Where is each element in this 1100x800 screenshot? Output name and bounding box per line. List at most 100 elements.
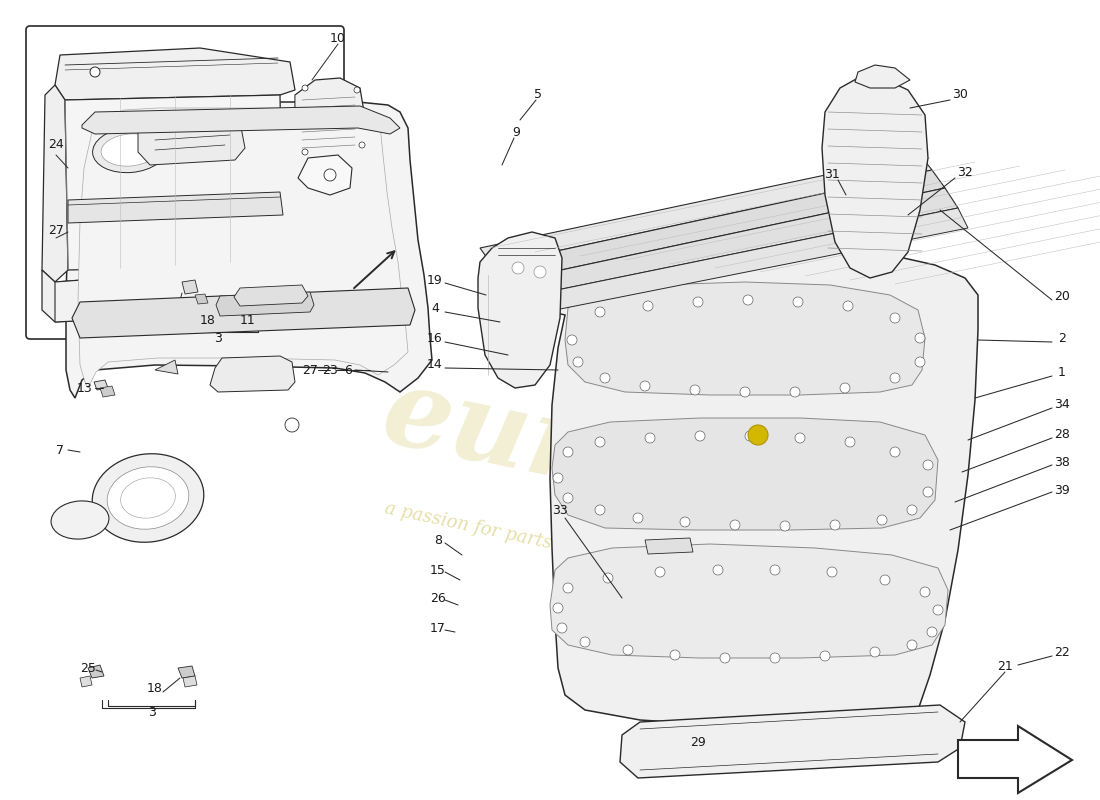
Text: 25: 25 [80,662,96,674]
Text: 24: 24 [48,138,64,151]
Ellipse shape [92,127,167,173]
Ellipse shape [121,478,175,518]
Polygon shape [94,380,108,390]
Polygon shape [68,192,283,223]
Circle shape [600,373,610,383]
Text: 8: 8 [434,534,442,546]
Polygon shape [182,280,198,294]
Polygon shape [100,386,116,397]
Circle shape [795,433,805,443]
Circle shape [580,637,590,647]
Circle shape [890,447,900,457]
Ellipse shape [51,501,109,539]
Circle shape [302,85,308,91]
Text: 27: 27 [302,363,318,377]
Polygon shape [216,292,313,316]
Ellipse shape [107,466,189,530]
Circle shape [840,383,850,393]
Circle shape [557,623,566,633]
Circle shape [285,418,299,432]
Text: 23: 23 [322,363,338,377]
Circle shape [870,647,880,657]
Polygon shape [295,78,365,162]
Circle shape [748,425,768,445]
Circle shape [923,460,933,470]
Circle shape [680,517,690,527]
Circle shape [740,387,750,397]
Circle shape [927,627,937,637]
Text: 29: 29 [690,735,706,749]
Text: 11: 11 [240,314,256,326]
Polygon shape [210,356,295,392]
Circle shape [908,640,917,650]
Text: 19: 19 [427,274,443,286]
Circle shape [720,653,730,663]
Circle shape [359,142,365,148]
Circle shape [790,387,800,397]
Circle shape [920,587,929,597]
Polygon shape [550,544,948,658]
Text: 4: 4 [431,302,439,314]
Text: 22: 22 [1054,646,1070,659]
Circle shape [845,437,855,447]
Text: 15: 15 [430,563,446,577]
Text: 14: 14 [427,358,443,371]
Polygon shape [565,282,925,395]
Polygon shape [298,155,352,195]
Polygon shape [55,265,290,322]
Text: 2: 2 [1058,331,1066,345]
Circle shape [915,333,925,343]
Circle shape [780,521,790,531]
Circle shape [827,567,837,577]
Circle shape [603,573,613,583]
Circle shape [632,513,644,523]
Circle shape [877,515,887,525]
Circle shape [566,335,578,345]
Text: parts: parts [565,323,894,493]
Text: 1: 1 [1058,366,1066,378]
Circle shape [830,520,840,530]
Circle shape [770,653,780,663]
Polygon shape [80,676,92,687]
Polygon shape [155,360,178,374]
Text: 27: 27 [48,223,64,237]
Circle shape [553,473,563,483]
Circle shape [563,583,573,593]
Text: euro: euro [373,359,667,521]
Circle shape [890,313,900,323]
Polygon shape [234,285,308,306]
Text: 13: 13 [77,382,92,394]
Polygon shape [66,102,432,398]
Polygon shape [88,665,104,678]
Text: 18: 18 [200,314,216,326]
Polygon shape [138,110,245,165]
Circle shape [512,262,524,274]
Circle shape [640,381,650,391]
Circle shape [793,297,803,307]
Text: 21: 21 [997,659,1013,673]
Text: 18: 18 [147,682,163,694]
Polygon shape [42,85,68,282]
Polygon shape [645,538,693,554]
Circle shape [908,505,917,515]
Polygon shape [78,108,408,388]
Circle shape [563,493,573,503]
Ellipse shape [92,454,204,542]
Text: 38: 38 [1054,455,1070,469]
Circle shape [670,650,680,660]
Text: 3: 3 [148,706,156,718]
Text: 6: 6 [344,363,352,377]
Polygon shape [480,155,932,265]
Circle shape [820,651,830,661]
Circle shape [645,433,654,443]
Text: a passion for parts.com: a passion for parts.com [383,499,596,561]
Circle shape [713,565,723,575]
Circle shape [730,520,740,530]
Polygon shape [518,208,968,315]
Circle shape [915,357,925,367]
Text: 30: 30 [953,89,968,102]
Polygon shape [552,418,938,530]
Circle shape [654,567,666,577]
Text: 20: 20 [1054,290,1070,302]
Polygon shape [492,170,945,282]
